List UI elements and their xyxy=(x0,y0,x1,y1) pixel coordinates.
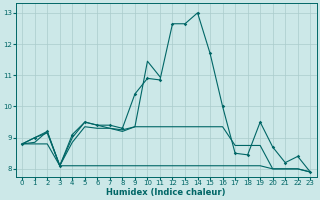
X-axis label: Humidex (Indice chaleur): Humidex (Indice chaleur) xyxy=(107,188,226,197)
